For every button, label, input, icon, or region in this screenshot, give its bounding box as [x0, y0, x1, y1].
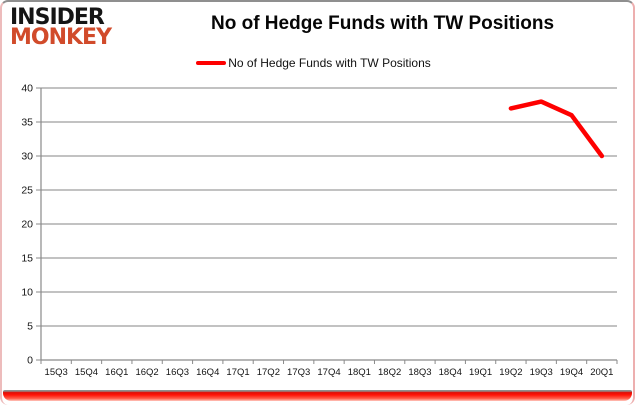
x-axis-label: 15Q4	[75, 367, 98, 378]
y-axis-label: 40	[21, 83, 33, 95]
y-axis-label: 30	[21, 151, 33, 163]
y-axis-label: 0	[27, 355, 33, 367]
y-axis-label: 5	[27, 321, 33, 333]
chart-title: No of Hedge Funds with TW Positions	[210, 13, 555, 34]
x-axis-label: 17Q1	[226, 367, 249, 378]
x-axis-label: 15Q3	[45, 367, 68, 378]
widget-bottom-accent	[3, 390, 632, 401]
x-axis-label: 16Q1	[105, 367, 128, 378]
x-axis-label: 18Q4	[439, 367, 462, 378]
legend-label: No of Hedge Funds with TW Positions	[228, 56, 431, 70]
x-axis-label: 18Q2	[378, 367, 401, 378]
y-axis-label: 25	[21, 185, 33, 197]
x-axis-label: 19Q2	[499, 367, 522, 378]
x-axis-label: 16Q4	[196, 367, 219, 378]
legend-line-marker	[196, 61, 227, 65]
x-axis-label: 20Q1	[590, 367, 613, 378]
y-axis-label: 20	[21, 219, 33, 231]
series-line	[508, 99, 605, 159]
x-axis-label: 17Q3	[287, 367, 310, 378]
logo-text-insider: INSIDER	[10, 5, 105, 30]
insider-monkey-logo: INSIDER MONKEY	[10, 5, 112, 51]
x-axis-label: 19Q4	[560, 367, 583, 378]
y-axis-label: 10	[21, 287, 33, 299]
x-axis-label: 16Q3	[166, 367, 189, 378]
x-axis-label: 19Q1	[469, 367, 492, 378]
logo-text-monkey: MONKEY	[10, 25, 112, 51]
x-axis-label: 16Q2	[135, 367, 158, 378]
x-axis-label: 18Q3	[408, 367, 431, 378]
x-axis-label: 17Q4	[317, 367, 340, 378]
x-axis-label: 19Q3	[530, 367, 553, 378]
legend: No of Hedge Funds with TW Positions	[0, 56, 631, 70]
y-axis-label: 15	[21, 253, 33, 265]
y-axis-label: 35	[21, 117, 33, 129]
x-axis-label: 18Q1	[348, 367, 371, 378]
x-axis-label: 17Q2	[257, 367, 280, 378]
